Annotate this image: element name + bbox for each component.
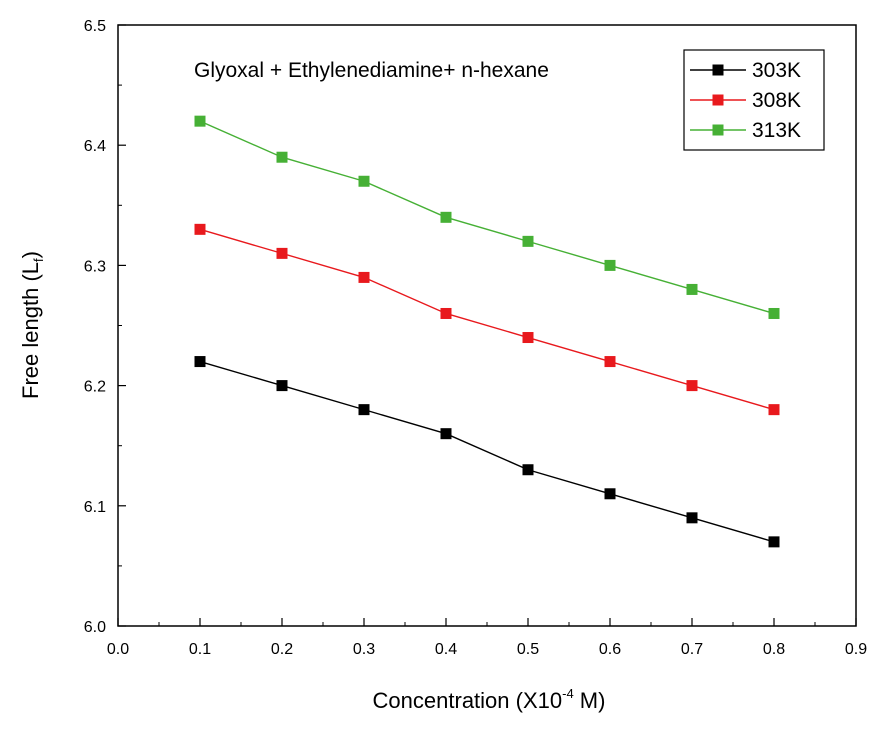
legend-marker bbox=[712, 94, 724, 106]
data-point-303K bbox=[440, 428, 452, 440]
data-point-308K bbox=[522, 332, 534, 344]
x-tick-label: 0.6 bbox=[599, 641, 621, 658]
data-point-313K bbox=[604, 259, 616, 271]
x-tick-label: 0.2 bbox=[271, 641, 293, 658]
y-tick-label: 6.2 bbox=[84, 379, 106, 396]
y-tick-label: 6.4 bbox=[84, 138, 106, 155]
series-group bbox=[194, 115, 780, 548]
y-axis-title-subscript: f bbox=[31, 258, 46, 262]
series-313K bbox=[194, 115, 780, 319]
data-point-303K bbox=[194, 356, 206, 368]
data-point-313K bbox=[686, 283, 698, 295]
series-line-303K bbox=[199, 360, 775, 543]
data-point-303K bbox=[276, 380, 288, 392]
data-point-313K bbox=[440, 211, 452, 223]
series-line-313K bbox=[199, 120, 775, 315]
data-point-303K bbox=[604, 488, 616, 500]
data-point-313K bbox=[358, 175, 370, 187]
x-axis-title: Concentration (X10-4 M) bbox=[373, 686, 606, 713]
series-line-308K bbox=[199, 228, 775, 411]
series-303K bbox=[194, 356, 780, 548]
x-axis: 0.0 0.1 0.2 0.3 0.4 0.5 0.6 0.7 0.8 0.9 bbox=[107, 618, 867, 658]
data-point-313K bbox=[276, 151, 288, 163]
data-point-308K bbox=[358, 271, 370, 283]
data-point-313K bbox=[194, 115, 206, 127]
y-axis: 6.0 6.1 6.2 6.3 6.4 6.5 bbox=[84, 18, 126, 636]
data-point-303K bbox=[686, 512, 698, 524]
legend-marker bbox=[712, 64, 724, 76]
x-tick-label: 0.3 bbox=[353, 641, 375, 658]
data-point-313K bbox=[522, 235, 534, 247]
data-point-303K bbox=[522, 464, 534, 476]
data-point-308K bbox=[440, 307, 452, 319]
x-tick-label: 0.0 bbox=[107, 641, 129, 658]
chart-annotation: Glyoxal + Ethylenediamine+ n-hexane bbox=[194, 59, 549, 82]
x-tick-label: 0.8 bbox=[763, 641, 785, 658]
data-point-313K bbox=[768, 307, 780, 319]
legend-label: 308K bbox=[752, 89, 801, 112]
data-point-308K bbox=[276, 247, 288, 259]
data-point-308K bbox=[768, 404, 780, 416]
data-point-308K bbox=[686, 380, 698, 392]
legend-entry-303K: 303K bbox=[690, 59, 801, 82]
x-tick-label: 0.1 bbox=[189, 641, 211, 658]
y-tick-label: 6.5 bbox=[84, 18, 106, 35]
legend-label: 303K bbox=[752, 59, 801, 82]
data-point-308K bbox=[604, 356, 616, 368]
x-tick-label: 0.5 bbox=[517, 641, 539, 658]
data-point-308K bbox=[194, 223, 206, 235]
x-axis-title-superscript: -4 bbox=[562, 686, 574, 701]
legend-entry-308K: 308K bbox=[690, 89, 801, 112]
legend-marker bbox=[712, 124, 724, 136]
data-point-303K bbox=[768, 536, 780, 548]
y-tick-label: 6.1 bbox=[84, 499, 106, 516]
y-tick-label: 6.0 bbox=[84, 619, 106, 636]
legend: 303K 308K 313K bbox=[683, 49, 825, 151]
y-axis-title: Free length (Lf) bbox=[18, 251, 46, 399]
legend-entry-313K: 313K bbox=[690, 119, 801, 142]
legend-label: 313K bbox=[752, 119, 801, 142]
data-point-303K bbox=[358, 404, 370, 416]
x-tick-label: 0.9 bbox=[845, 641, 867, 658]
x-tick-label: 0.7 bbox=[681, 641, 703, 658]
series-308K bbox=[194, 223, 780, 416]
y-tick-label: 6.3 bbox=[84, 258, 106, 275]
x-tick-label: 0.4 bbox=[435, 641, 457, 658]
